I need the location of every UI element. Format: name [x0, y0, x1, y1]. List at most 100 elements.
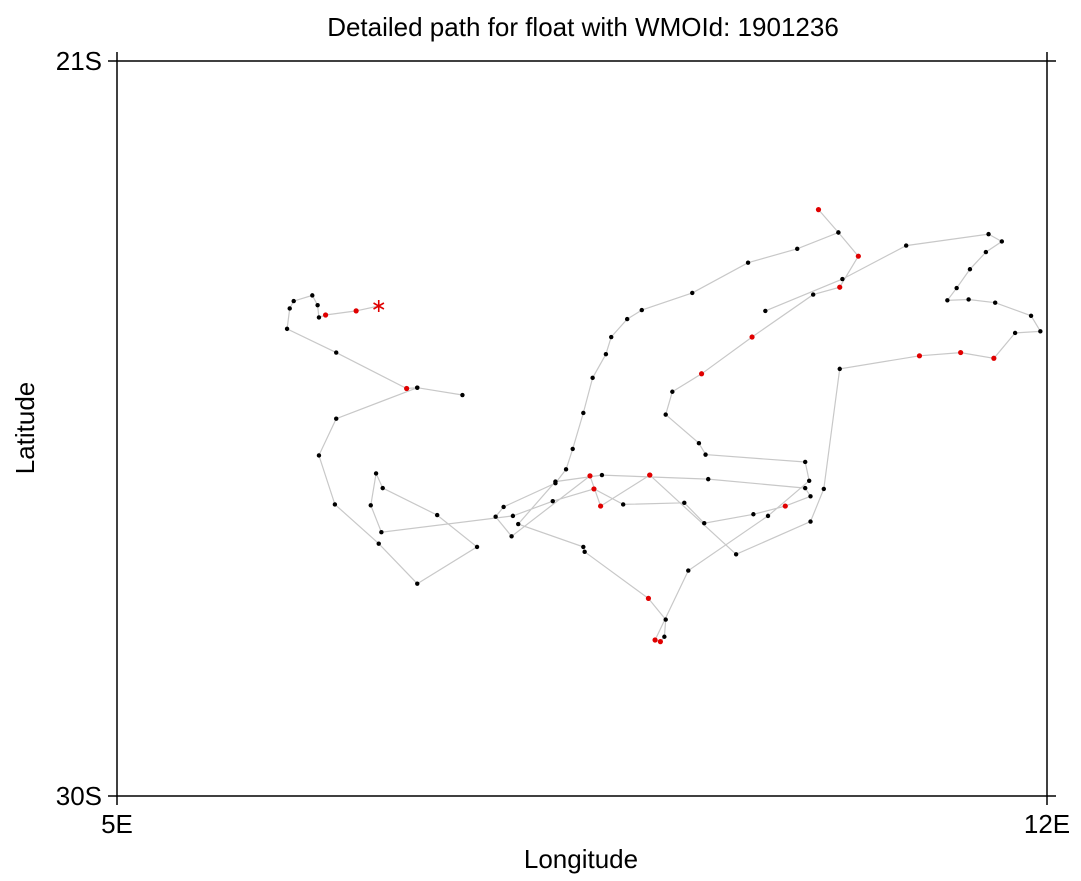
highlighted-position-point — [647, 472, 653, 478]
axis-ticks — [108, 52, 1056, 805]
position-point — [624, 316, 630, 322]
position-point — [810, 292, 816, 297]
highlighted-position-point — [855, 253, 861, 259]
position-point — [434, 512, 440, 518]
position-point — [806, 478, 812, 483]
axis-tick-labels: 5E 12E 21S 30S — [56, 46, 1070, 839]
position-point — [733, 552, 739, 557]
position-point — [493, 514, 498, 519]
highlighted-position-point — [591, 486, 597, 492]
position-point — [903, 243, 909, 248]
position-point — [763, 308, 768, 314]
position-point — [706, 476, 711, 482]
highlighted-position-point — [916, 353, 923, 359]
position-point — [368, 503, 373, 508]
position-point — [516, 521, 521, 527]
highlighted-position-point — [815, 207, 822, 213]
position-point — [291, 298, 296, 304]
position-point — [999, 239, 1005, 244]
position-point — [663, 617, 668, 622]
position-point — [310, 293, 315, 298]
position-point — [415, 385, 420, 390]
float-positions — [284, 207, 1043, 645]
position-point — [376, 541, 381, 546]
position-point — [836, 230, 841, 235]
highlighted-position-point — [657, 639, 663, 645]
position-point — [474, 544, 480, 550]
position-point — [620, 502, 626, 507]
chart-title: Detailed path for float with WMOId: 1901… — [327, 12, 839, 42]
highlighted-position-point — [652, 637, 658, 643]
position-point — [599, 472, 605, 478]
position-point — [690, 290, 695, 296]
position-point — [696, 441, 702, 446]
position-point — [803, 485, 808, 491]
position-point — [966, 297, 971, 302]
highlighted-position-point — [353, 308, 359, 314]
highlighted-position-point — [322, 312, 329, 318]
position-point — [379, 530, 384, 535]
position-point — [334, 350, 339, 355]
start-marker-stroke — [373, 302, 385, 310]
plot-frame — [116, 60, 1048, 797]
highlighted-position-point — [749, 334, 755, 340]
position-point — [745, 260, 751, 265]
highlighted-position-point — [598, 503, 604, 509]
position-point — [983, 249, 989, 255]
position-point — [808, 494, 813, 499]
highlighted-position-point — [404, 385, 410, 392]
position-point — [332, 502, 338, 507]
position-point — [751, 512, 756, 517]
position-point — [550, 498, 555, 504]
position-point — [316, 453, 322, 458]
position-point — [570, 446, 575, 452]
position-point — [795, 246, 800, 252]
position-point — [1028, 313, 1034, 318]
position-point — [609, 334, 614, 340]
position-point — [765, 513, 771, 519]
position-point — [287, 306, 292, 311]
highlighted-position-point — [645, 595, 652, 601]
highlighted-position-point — [837, 284, 843, 290]
position-point — [415, 581, 420, 586]
position-point — [509, 534, 514, 539]
highlighted-position-point — [782, 503, 788, 509]
position-point — [501, 504, 506, 510]
position-point — [803, 459, 808, 465]
highlighted-position-point — [991, 355, 997, 361]
position-point — [373, 471, 379, 476]
x-axis-label: Longitude — [524, 844, 638, 874]
position-point — [581, 410, 586, 416]
position-point — [837, 366, 842, 372]
position-point — [662, 634, 667, 639]
position-point — [334, 416, 339, 421]
float-path — [286, 209, 1042, 643]
position-point — [553, 481, 558, 486]
x-tick-label: 12E — [1024, 809, 1070, 839]
position-point — [986, 231, 991, 237]
position-point — [663, 412, 668, 417]
y-tick-label: 30S — [56, 781, 102, 811]
y-tick-label: 21S — [56, 46, 102, 76]
position-point — [510, 513, 516, 519]
position-point — [563, 467, 569, 472]
position-point — [954, 285, 959, 291]
highlighted-position-point — [698, 371, 705, 377]
position-point — [967, 267, 973, 272]
position-point — [702, 521, 707, 526]
x-tick-label: 5E — [101, 809, 133, 839]
position-point — [840, 276, 845, 282]
position-point — [703, 452, 708, 457]
position-point — [316, 315, 322, 320]
position-point — [945, 298, 950, 303]
position-point — [1012, 330, 1018, 336]
position-point — [1038, 329, 1043, 334]
position-point — [821, 486, 826, 492]
position-point — [686, 568, 691, 573]
position-point — [582, 549, 587, 555]
y-axis-label: Latitude — [10, 382, 40, 475]
position-point — [682, 500, 687, 506]
position-point — [460, 392, 465, 398]
position-point — [670, 389, 675, 394]
